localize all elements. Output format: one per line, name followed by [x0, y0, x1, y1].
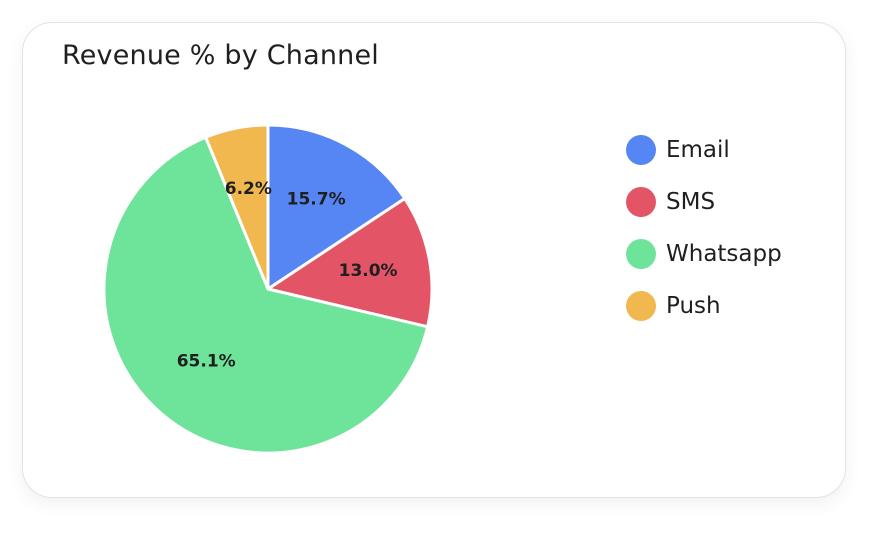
legend-label: Email [666, 137, 730, 163]
legend-swatch [626, 239, 656, 269]
chart-title: Revenue % by Channel [62, 40, 379, 71]
legend-swatch [626, 187, 656, 217]
data-label-whatsapp: 65.1% [177, 351, 236, 371]
data-label-email: 15.7% [287, 189, 346, 209]
pie-labels: 15.7% 13.0% 65.1% 6.2% [177, 179, 398, 371]
legend-swatch [626, 135, 656, 165]
pie-slice-whatsapp [102, 135, 430, 455]
legend-item-sms[interactable]: SMS [626, 176, 836, 228]
data-label-push: 6.2% [225, 179, 272, 199]
legend-label: SMS [666, 189, 716, 215]
legend-item-email[interactable]: Email [626, 124, 836, 176]
pie-slice-sms [266, 197, 434, 329]
legend-label: Whatsapp [666, 241, 782, 267]
legend: Email SMS Whatsapp Push [626, 124, 836, 332]
pie-slice-push [204, 123, 270, 291]
data-label-sms: 13.0% [339, 261, 398, 281]
legend-label: Push [666, 293, 721, 319]
pie-slice-email [266, 123, 407, 291]
pie-slices [102, 123, 434, 455]
legend-item-push[interactable]: Push [626, 280, 836, 332]
legend-item-whatsapp[interactable]: Whatsapp [626, 228, 836, 280]
legend-swatch [626, 291, 656, 321]
